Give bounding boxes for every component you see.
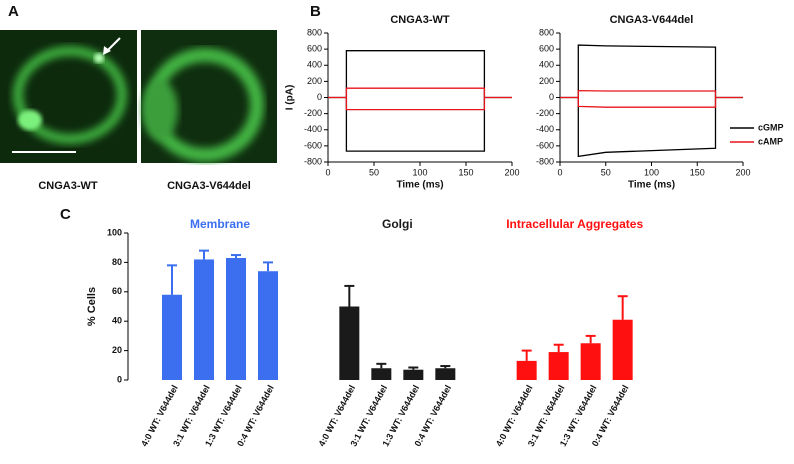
bar bbox=[371, 368, 392, 380]
x-axis-label: Time (ms) bbox=[396, 180, 443, 191]
x-tick-label: 0 bbox=[325, 167, 330, 177]
bar bbox=[226, 257, 246, 380]
y-tick-label: 20 bbox=[112, 345, 122, 355]
y-tick-label: -600 bbox=[304, 140, 322, 150]
x-tick-label: 200 bbox=[735, 167, 750, 177]
y-axis-label: % Cells bbox=[86, 287, 98, 326]
x-tick-label: 50 bbox=[601, 167, 611, 177]
image-label: CNGA3-WT bbox=[38, 180, 98, 192]
trace bbox=[560, 89, 743, 108]
y-tick-label: -200 bbox=[536, 108, 554, 118]
y-tick-label: 200 bbox=[539, 76, 554, 86]
image-label: CNGA3-V644del bbox=[167, 180, 251, 192]
y-tick-label: -800 bbox=[536, 156, 554, 166]
chart-title: CNGA3-V644del bbox=[610, 14, 694, 26]
x-tick-label: 0:4 WT: V644del bbox=[412, 383, 453, 448]
y-tick-label: 100 bbox=[107, 227, 122, 237]
y-tick-label: -800 bbox=[304, 156, 322, 166]
bar bbox=[403, 369, 424, 380]
y-tick-label: -400 bbox=[536, 124, 554, 134]
y-tick-label: -400 bbox=[304, 124, 322, 134]
x-tick-label: 100 bbox=[412, 167, 427, 177]
x-axis-label: Time (ms) bbox=[628, 180, 675, 191]
bar bbox=[258, 271, 278, 380]
y-tick-label: 0 bbox=[317, 92, 322, 102]
bar bbox=[162, 294, 182, 380]
bar bbox=[580, 343, 601, 380]
y-tick-label: 600 bbox=[539, 44, 554, 54]
y-tick-label: 400 bbox=[539, 60, 554, 70]
y-tick-label: 800 bbox=[539, 27, 554, 37]
bar bbox=[548, 352, 569, 380]
micrograph-wt bbox=[0, 30, 137, 163]
y-tick-label: -200 bbox=[304, 108, 322, 118]
bar bbox=[612, 319, 633, 380]
bar bbox=[339, 306, 360, 380]
bar bbox=[194, 259, 214, 380]
x-tick-label: 50 bbox=[369, 167, 379, 177]
y-tick-label: 0 bbox=[549, 92, 554, 102]
x-tick-label: 0:4 WT: V644del bbox=[590, 383, 631, 448]
panel-label: B bbox=[310, 3, 321, 20]
y-tick-label: 800 bbox=[307, 27, 322, 37]
micrograph-mutant bbox=[141, 30, 277, 163]
x-tick-label: 0 bbox=[557, 167, 562, 177]
x-tick-label: 150 bbox=[690, 167, 705, 177]
y-axis-label: I (pA) bbox=[285, 85, 296, 111]
panel-label: C bbox=[60, 206, 71, 223]
trace bbox=[328, 87, 512, 111]
x-tick-label: 200 bbox=[504, 167, 519, 177]
bar bbox=[516, 360, 537, 380]
group-title: Golgi bbox=[382, 217, 413, 231]
group-title: Membrane bbox=[190, 217, 250, 231]
y-tick-label: -600 bbox=[536, 140, 554, 150]
x-tick-label: 0:4 WT: V644del bbox=[235, 383, 276, 448]
legend-label: cAMP bbox=[758, 136, 783, 146]
y-tick-label: 600 bbox=[307, 44, 322, 54]
y-tick-label: 0 bbox=[117, 374, 122, 384]
chart-title: CNGA3-WT bbox=[390, 14, 450, 26]
y-tick-label: 400 bbox=[307, 60, 322, 70]
bar bbox=[435, 368, 456, 380]
group-title: Intracellular Aggregates bbox=[506, 217, 643, 231]
y-tick-label: 60 bbox=[112, 286, 122, 296]
y-tick-label: 80 bbox=[112, 257, 122, 267]
x-tick-label: 100 bbox=[644, 167, 659, 177]
x-tick-label: 150 bbox=[458, 167, 473, 177]
y-tick-label: 200 bbox=[307, 76, 322, 86]
panel-label: A bbox=[8, 3, 19, 20]
y-tick-label: 40 bbox=[112, 316, 122, 326]
legend-label: cGMP bbox=[758, 122, 784, 132]
